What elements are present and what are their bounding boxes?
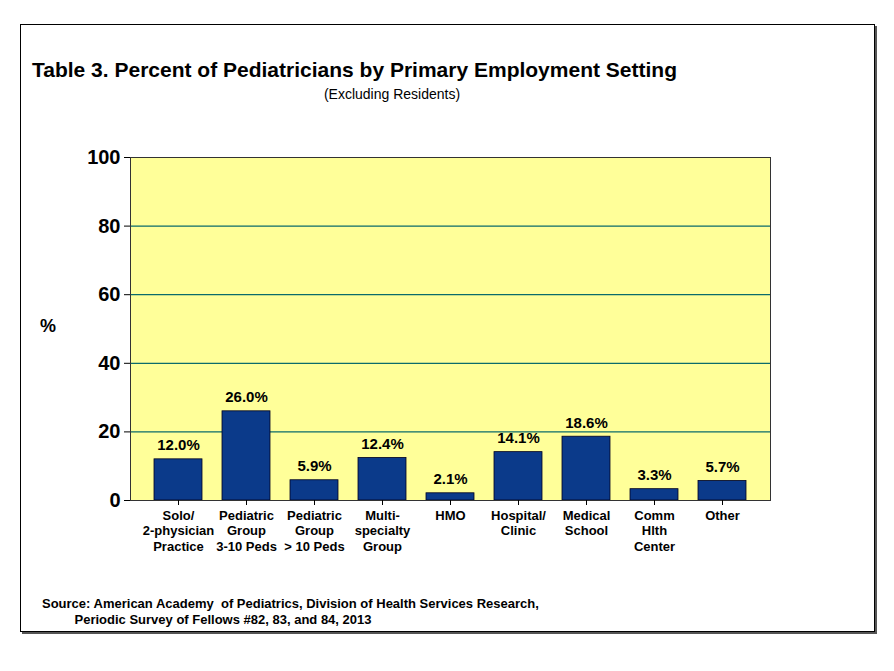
- html-text:Table 3. Percent of Pediatrici: Table 3. Percent of Pediatricians by Pri…: [32, 58, 677, 81]
- svg-text:20: 20: [98, 420, 120, 442]
- svg-text:100: 100: [87, 146, 120, 168]
- svg-text:26.0%: 26.0%: [225, 388, 268, 405]
- svg-text:12.0%: 12.0%: [157, 436, 200, 453]
- svg-text:14.1%: 14.1%: [497, 429, 540, 446]
- svg-text:PediatricGroup> 10 Peds: PediatricGroup> 10 Peds: [284, 508, 344, 554]
- svg-text:Solo/2-physicianPractice: Solo/2-physicianPractice: [143, 508, 215, 554]
- svg-text:Multi-specialtyGroup: Multi-specialtyGroup: [355, 508, 411, 554]
- svg-text:HMO: HMO: [435, 508, 465, 523]
- svg-text:5.9%: 5.9%: [297, 457, 331, 474]
- svg-text:PediatricGroup3-10 Peds: PediatricGroup3-10 Peds: [216, 508, 277, 554]
- svg-text:18.6%: 18.6%: [565, 414, 608, 431]
- svg-text:Other: Other: [705, 508, 740, 523]
- svg-text:80: 80: [98, 215, 120, 237]
- svg-text:CommHlthCenter: CommHlthCenter: [634, 508, 675, 554]
- svg-text:60: 60: [98, 283, 120, 305]
- html-text:Source: American Academy of Pe: Source: American Academy of Pediatrics, …: [42, 596, 539, 627]
- svg-text:2.1%: 2.1%: [433, 470, 467, 487]
- svg-text:40: 40: [98, 352, 120, 374]
- svg-text:12.4%: 12.4%: [361, 435, 404, 452]
- svg-text:MedicalSchool: MedicalSchool: [563, 508, 611, 539]
- svg-text:0: 0: [109, 489, 120, 511]
- svg-text:3.3%: 3.3%: [637, 466, 671, 483]
- svg-text:5.7%: 5.7%: [705, 458, 739, 475]
- html-text:(Excluding Residents): (Excluding Residents): [323, 86, 461, 102]
- svg-text:Hospital/Clinic: Hospital/Clinic: [491, 508, 546, 539]
